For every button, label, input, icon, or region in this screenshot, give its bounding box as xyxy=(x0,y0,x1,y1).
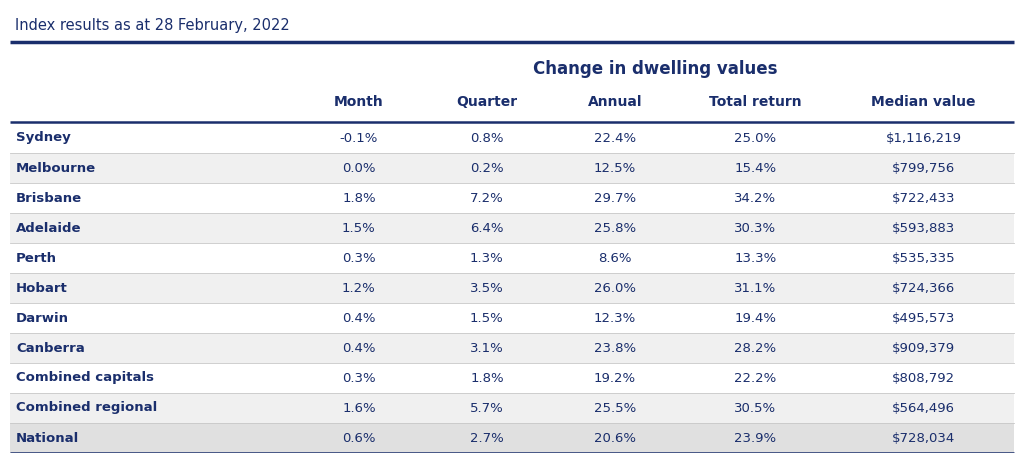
Text: 34.2%: 34.2% xyxy=(734,192,776,204)
Text: 19.4%: 19.4% xyxy=(734,312,776,324)
Text: 26.0%: 26.0% xyxy=(594,281,636,294)
Text: Total return: Total return xyxy=(710,95,802,109)
Bar xyxy=(10,363,1014,393)
Text: Combined capitals: Combined capitals xyxy=(16,371,154,385)
Text: Darwin: Darwin xyxy=(16,312,69,324)
Text: Brisbane: Brisbane xyxy=(16,192,82,204)
Text: Quarter: Quarter xyxy=(457,95,517,109)
Text: Index results as at 28 February, 2022: Index results as at 28 February, 2022 xyxy=(15,18,290,33)
Text: 31.1%: 31.1% xyxy=(734,281,776,294)
Text: Adelaide: Adelaide xyxy=(16,222,82,235)
Text: $724,366: $724,366 xyxy=(892,281,955,294)
Text: -0.1%: -0.1% xyxy=(340,131,378,145)
Text: 0.2%: 0.2% xyxy=(470,162,504,174)
Text: Hobart: Hobart xyxy=(16,281,68,294)
Text: 23.8%: 23.8% xyxy=(594,342,636,355)
Text: Month: Month xyxy=(334,95,384,109)
Text: $799,756: $799,756 xyxy=(892,162,955,174)
Text: 0.6%: 0.6% xyxy=(342,432,376,444)
Text: 29.7%: 29.7% xyxy=(594,192,636,204)
Text: Perth: Perth xyxy=(16,251,57,265)
Text: $593,883: $593,883 xyxy=(892,222,955,235)
Text: 12.3%: 12.3% xyxy=(594,312,636,324)
Text: 30.5%: 30.5% xyxy=(734,401,776,414)
Text: 0.0%: 0.0% xyxy=(342,162,376,174)
Text: 1.5%: 1.5% xyxy=(342,222,376,235)
Text: 0.3%: 0.3% xyxy=(342,251,376,265)
Text: 1.3%: 1.3% xyxy=(470,251,504,265)
Text: 22.4%: 22.4% xyxy=(594,131,636,145)
Bar xyxy=(10,243,1014,273)
Text: Combined regional: Combined regional xyxy=(16,401,158,414)
Text: $564,496: $564,496 xyxy=(892,401,955,414)
Text: 19.2%: 19.2% xyxy=(594,371,636,385)
Text: 1.2%: 1.2% xyxy=(342,281,376,294)
Text: $1,116,219: $1,116,219 xyxy=(886,131,962,145)
Text: 0.8%: 0.8% xyxy=(470,131,504,145)
Bar xyxy=(10,423,1014,453)
Text: Sydney: Sydney xyxy=(16,131,71,145)
Text: $808,792: $808,792 xyxy=(892,371,955,385)
Text: 1.5%: 1.5% xyxy=(470,312,504,324)
Text: 28.2%: 28.2% xyxy=(734,342,776,355)
Text: Median value: Median value xyxy=(871,95,976,109)
Text: Canberra: Canberra xyxy=(16,342,85,355)
Text: 1.8%: 1.8% xyxy=(342,192,376,204)
Text: Change in dwelling values: Change in dwelling values xyxy=(532,60,777,78)
Text: National: National xyxy=(16,432,79,444)
Bar xyxy=(10,153,1014,183)
Text: $535,335: $535,335 xyxy=(892,251,955,265)
Text: Annual: Annual xyxy=(588,95,642,109)
Bar xyxy=(10,393,1014,423)
Text: 2.7%: 2.7% xyxy=(470,432,504,444)
Text: $728,034: $728,034 xyxy=(892,432,955,444)
Text: 25.8%: 25.8% xyxy=(594,222,636,235)
Bar xyxy=(10,123,1014,153)
Text: 30.3%: 30.3% xyxy=(734,222,776,235)
Bar xyxy=(10,273,1014,303)
Text: 25.0%: 25.0% xyxy=(734,131,776,145)
Text: 3.1%: 3.1% xyxy=(470,342,504,355)
Text: 7.2%: 7.2% xyxy=(470,192,504,204)
Text: $495,573: $495,573 xyxy=(892,312,955,324)
Text: 13.3%: 13.3% xyxy=(734,251,776,265)
Text: Melbourne: Melbourne xyxy=(16,162,96,174)
Text: 20.6%: 20.6% xyxy=(594,432,636,444)
Text: 0.3%: 0.3% xyxy=(342,371,376,385)
Text: 6.4%: 6.4% xyxy=(470,222,504,235)
Text: 12.5%: 12.5% xyxy=(594,162,636,174)
Bar xyxy=(10,303,1014,333)
Text: 22.2%: 22.2% xyxy=(734,371,776,385)
Text: 0.4%: 0.4% xyxy=(342,312,376,324)
Bar xyxy=(10,333,1014,363)
Text: 15.4%: 15.4% xyxy=(734,162,776,174)
Text: 1.8%: 1.8% xyxy=(470,371,504,385)
Text: 8.6%: 8.6% xyxy=(598,251,632,265)
Text: 25.5%: 25.5% xyxy=(594,401,636,414)
Bar xyxy=(10,183,1014,213)
Text: $909,379: $909,379 xyxy=(892,342,955,355)
Text: 1.6%: 1.6% xyxy=(342,401,376,414)
Text: 5.7%: 5.7% xyxy=(470,401,504,414)
Text: 3.5%: 3.5% xyxy=(470,281,504,294)
Text: $722,433: $722,433 xyxy=(892,192,955,204)
Text: 23.9%: 23.9% xyxy=(734,432,776,444)
Bar xyxy=(10,213,1014,243)
Text: 0.4%: 0.4% xyxy=(342,342,376,355)
